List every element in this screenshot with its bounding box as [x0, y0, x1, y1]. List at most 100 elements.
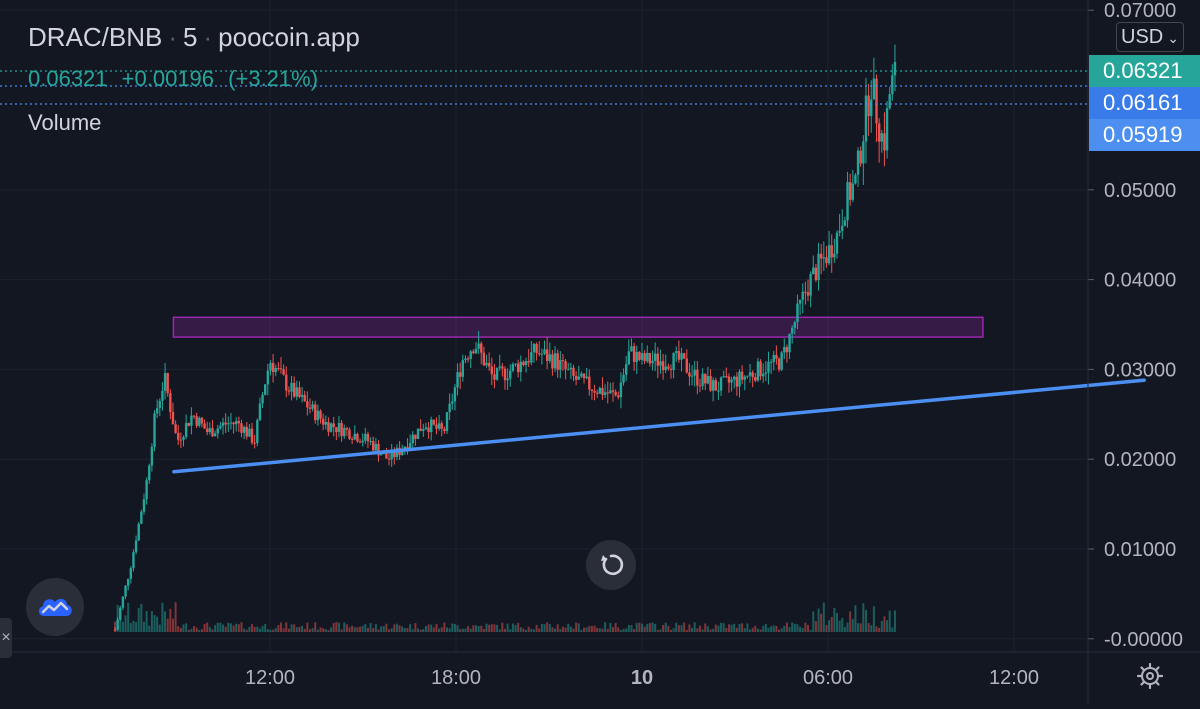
volume-bar [472, 625, 475, 632]
candle-body [300, 394, 304, 397]
volume-bar [746, 623, 749, 632]
candle-body [480, 343, 483, 353]
volume-bar [735, 627, 738, 632]
y-tick-label: 0.03000 [1104, 359, 1176, 381]
candle-body [698, 385, 702, 387]
candle-body [148, 465, 151, 481]
volume-bar [258, 628, 261, 632]
volume-bar [527, 626, 530, 632]
candle-body [206, 428, 209, 433]
volume-bar [224, 626, 227, 632]
candle-body [469, 351, 472, 359]
candle-body [240, 423, 243, 433]
tradingview-cloud-icon[interactable] [26, 578, 84, 636]
ascending-trendline[interactable] [172, 378, 1146, 474]
candle-body [140, 511, 143, 524]
volume-bar [554, 628, 557, 632]
symbol-legend[interactable]: DRAC/BNB · 5 · poocoin.app [28, 22, 360, 53]
candle-body [314, 404, 317, 421]
candle-body [258, 403, 262, 421]
candle-body [574, 375, 578, 380]
volume-bar [124, 615, 127, 632]
close-icon[interactable]: × [0, 618, 12, 658]
volume-bar [796, 624, 799, 632]
candle-body [762, 373, 765, 377]
volume-bar [319, 627, 322, 632]
volume-bar [506, 623, 509, 632]
price-lines [0, 70, 1088, 105]
candle-body [569, 367, 573, 370]
candle-body [651, 360, 654, 364]
volume-bar [306, 622, 309, 632]
volume-bar [704, 623, 707, 632]
candle-body [851, 183, 854, 200]
candle-body [482, 352, 486, 366]
candle-body [287, 390, 291, 392]
candle-body [859, 150, 862, 164]
candle-body [372, 441, 375, 451]
volume-bar [451, 623, 454, 632]
candle-body [551, 354, 554, 369]
candle-body [719, 377, 723, 391]
candle-body [274, 368, 277, 373]
candle-body [585, 376, 588, 379]
volume-bar [132, 620, 135, 632]
candle-body [155, 408, 159, 414]
volume-bar [461, 628, 464, 632]
volume-bar [525, 629, 528, 632]
volume-bar [248, 626, 251, 632]
volume-bar [846, 622, 849, 632]
candle-body [216, 428, 219, 434]
volume-bar [208, 627, 211, 632]
volume-bar [477, 625, 480, 632]
volume-bar [214, 625, 217, 632]
candle-body [503, 368, 507, 381]
candle-body [653, 353, 657, 361]
candle-body [461, 360, 465, 377]
candle-body [640, 353, 644, 360]
candle-body [443, 428, 446, 431]
candle-body [229, 422, 233, 424]
volume-bar [135, 621, 138, 632]
candle-body [237, 420, 241, 424]
volume-bar [237, 624, 240, 632]
volume-bar [730, 624, 733, 632]
candle-body [630, 346, 633, 352]
reset-chart-icon[interactable] [586, 540, 636, 590]
candle-body [145, 480, 148, 500]
candle-body [514, 363, 517, 365]
volume-bar [577, 623, 580, 632]
volume-bar [327, 629, 330, 632]
volume-bar [443, 622, 446, 632]
volume-bar [648, 623, 651, 632]
volume-bar [314, 622, 317, 632]
volume-bar [835, 613, 838, 632]
candle-body [838, 230, 841, 233]
gear-icon[interactable] [1134, 660, 1166, 692]
volume-bar [749, 629, 752, 632]
volume-bar [372, 628, 375, 632]
volume-bar [535, 624, 538, 632]
resistance-zone-rect[interactable] [172, 316, 984, 338]
volume-bar [409, 624, 412, 632]
candle-body [553, 353, 557, 369]
volume-bar [269, 629, 272, 632]
candle-body [319, 410, 322, 419]
candle-body [414, 434, 417, 439]
currency-select[interactable]: USD ⌄ [1116, 22, 1184, 52]
candle-body [150, 446, 154, 466]
volume-bar [817, 608, 820, 632]
candle-body [846, 182, 849, 221]
candle-body [472, 351, 475, 354]
volume-bar [474, 625, 477, 632]
volume-bar [393, 624, 396, 632]
candle-body [366, 433, 370, 442]
volume-bar [401, 626, 404, 632]
candle-body [603, 392, 607, 395]
candle-body [556, 353, 559, 370]
volume-bar [496, 624, 499, 632]
volume-bar [733, 623, 736, 632]
volume-bar [467, 626, 470, 632]
